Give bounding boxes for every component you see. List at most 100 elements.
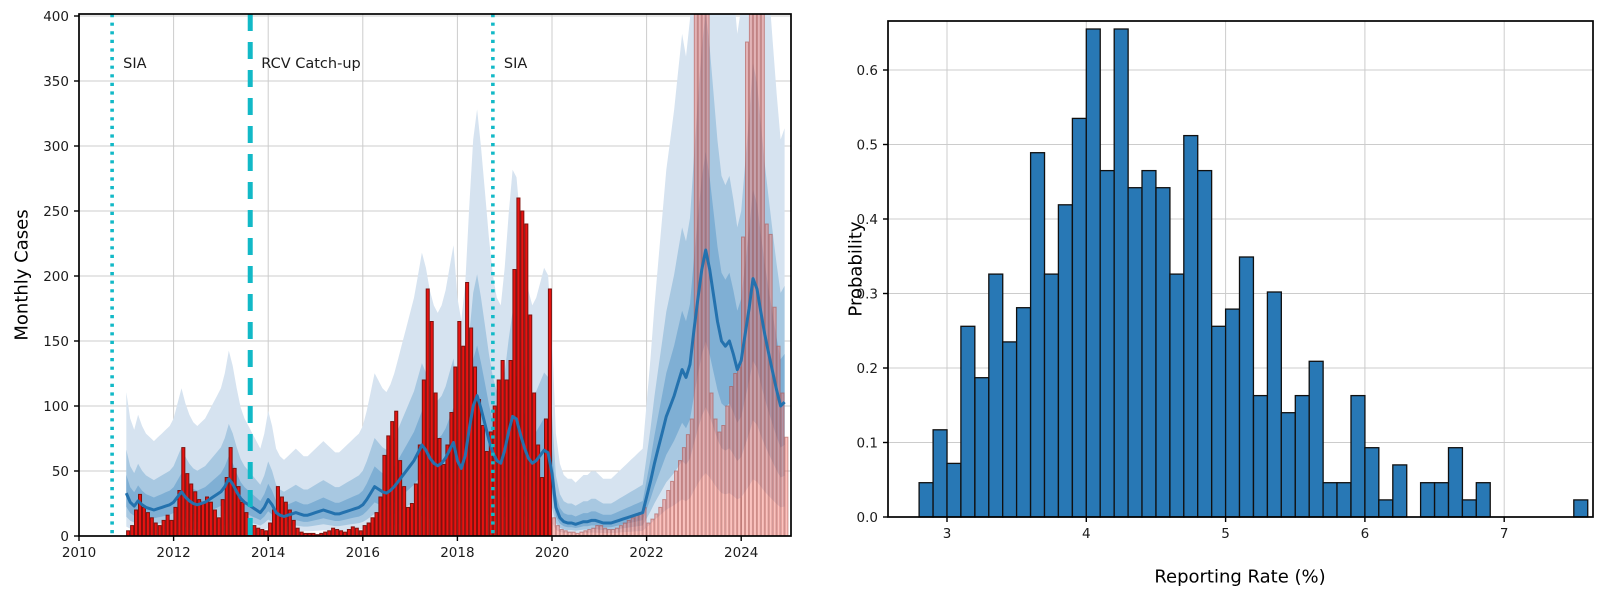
observed-bar — [303, 532, 308, 536]
observed-bar — [220, 499, 225, 536]
observed-bar — [216, 517, 221, 536]
observed-bar — [536, 444, 541, 536]
observed-bar — [268, 522, 273, 536]
histogram-bar — [1336, 482, 1352, 518]
histogram-bar — [1238, 256, 1255, 518]
x-tick-label: 2016 — [346, 545, 380, 561]
observed-bar — [477, 399, 482, 536]
histogram-bar — [1573, 499, 1589, 518]
observed-bar — [272, 509, 277, 536]
observed-bar — [449, 412, 454, 536]
projected-bar — [630, 517, 635, 536]
observed-bar — [528, 314, 533, 536]
histogram-bar — [1029, 152, 1046, 518]
observed-bar — [197, 499, 202, 536]
projected-bar — [603, 527, 608, 536]
projected-bar — [725, 405, 730, 536]
observed-bar — [260, 529, 265, 536]
observed-bar — [189, 483, 194, 536]
observed-bar — [445, 444, 450, 536]
projected-bar — [650, 518, 655, 536]
observed-bar — [504, 379, 509, 536]
observed-bar — [232, 467, 237, 536]
observed-bar — [402, 486, 407, 536]
x-tick-label: 5 — [1221, 526, 1230, 542]
histogram-bar — [1419, 482, 1436, 518]
y-tick-label: 50 — [52, 464, 69, 480]
histogram-bar — [1266, 291, 1282, 518]
histogram-bar — [1085, 28, 1101, 518]
observed-bar — [547, 288, 552, 536]
projected-bar — [666, 490, 671, 536]
x-tick-label: 2012 — [156, 545, 190, 561]
observed-bar — [236, 486, 241, 536]
observed-bar — [532, 392, 537, 536]
projected-bar — [607, 529, 612, 536]
y-tick-label: 300 — [43, 139, 69, 155]
observed-bar — [244, 512, 249, 536]
observed-bar — [496, 379, 501, 536]
observed-bar — [350, 526, 355, 536]
observed-bar — [429, 321, 434, 536]
observed-bar — [512, 269, 517, 536]
histogram-bar — [1183, 134, 1199, 518]
observed-bar — [295, 527, 300, 536]
y-tick-label: 0.1 — [857, 436, 878, 452]
observed-bar — [177, 490, 182, 536]
projected-bar — [587, 529, 592, 536]
observed-bar — [130, 525, 135, 536]
x-tick-label: 3 — [943, 526, 952, 542]
observed-bar — [134, 509, 139, 536]
projected-bar — [575, 532, 580, 536]
projected-bar — [776, 345, 781, 536]
observed-bar — [366, 522, 371, 536]
histogram-bar — [1224, 308, 1241, 518]
projected-bar — [741, 236, 746, 536]
observed-bar — [287, 509, 292, 536]
projected-bar — [662, 499, 667, 536]
histogram-bar — [1252, 394, 1269, 518]
observed-bar — [461, 345, 466, 536]
observed-bar — [457, 321, 462, 536]
observed-bar — [161, 519, 166, 536]
observed-bar — [157, 525, 162, 536]
projected-bar — [555, 525, 560, 536]
observed-bar — [417, 444, 422, 536]
observed-bar — [346, 529, 351, 536]
x-tick-label: 2014 — [251, 545, 285, 561]
histogram-bar — [1364, 447, 1380, 518]
histogram-bar — [1211, 325, 1227, 518]
projected-bar — [689, 418, 694, 536]
observed-bar — [201, 501, 206, 536]
projected-bar — [713, 418, 718, 536]
histogram-bar — [960, 325, 976, 518]
projected-bar — [674, 470, 679, 536]
projected-bar — [729, 386, 734, 536]
x-tick-label: 2010 — [62, 545, 96, 561]
observed-bar — [212, 509, 217, 536]
projected-bar — [638, 512, 643, 536]
histogram-bar — [1015, 307, 1032, 518]
projected-bar — [618, 525, 623, 536]
observed-bar — [145, 512, 150, 536]
projected-bar — [614, 527, 619, 536]
y-tick-label: 0.2 — [857, 361, 878, 377]
observed-bar — [153, 522, 158, 536]
projected-bar — [693, 14, 698, 536]
monthly-cases-chart: SIA RCV Catch-up SIA 2010 2012 2014 2016 2018 20… — [43, 9, 792, 561]
histogram-bar — [1002, 341, 1018, 518]
observed-bar — [425, 288, 430, 536]
observed-bar — [362, 525, 367, 536]
observed-bar — [319, 532, 324, 536]
histogram-bar — [1378, 499, 1394, 518]
observed-bar — [228, 447, 233, 536]
y-tick-label: 0.4 — [857, 212, 878, 228]
observed-bar — [441, 464, 446, 536]
observed-bar — [484, 451, 489, 536]
x-tick-label: 2024 — [724, 545, 758, 561]
observed-bar — [516, 197, 521, 536]
projected-bar — [591, 527, 596, 536]
x-tick-label: 4 — [1082, 526, 1091, 542]
observed-bar — [307, 532, 312, 536]
observed-bar — [208, 501, 213, 536]
